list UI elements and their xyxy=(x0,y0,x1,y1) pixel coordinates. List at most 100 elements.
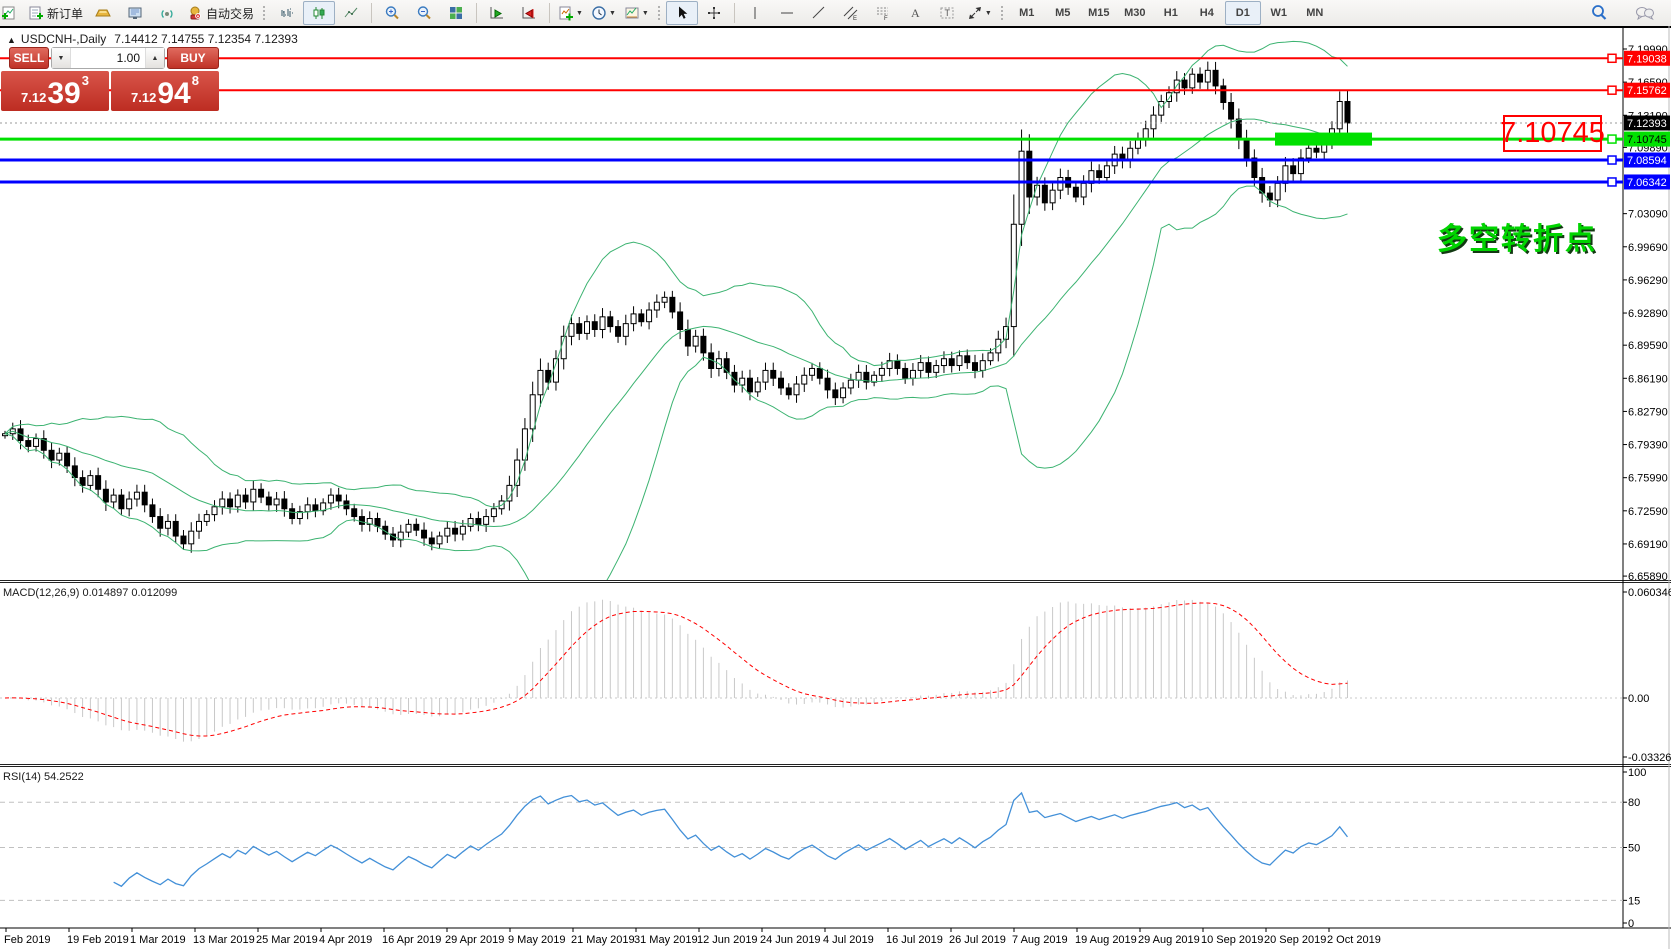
dropdown-caret: ▼ xyxy=(984,9,992,17)
svg-text:6.79390: 6.79390 xyxy=(1628,440,1668,452)
svg-text:6.69190: 6.69190 xyxy=(1628,539,1668,551)
channel-button[interactable]: E xyxy=(835,1,867,25)
timeframe-m5-button[interactable]: M5 xyxy=(1055,7,1071,19)
vertical-line-icon xyxy=(754,7,756,19)
timeframe-w1-button[interactable]: W1 xyxy=(1270,7,1288,19)
pane-splitter[interactable] xyxy=(0,580,1671,581)
new-chart-button[interactable] xyxy=(0,1,24,25)
toolbar-handle xyxy=(656,5,662,21)
zoom-in-button[interactable] xyxy=(376,1,408,25)
templates-icon xyxy=(625,7,639,19)
line-chart-button[interactable] xyxy=(335,1,367,25)
timeframe-m1-button[interactable]: M1 xyxy=(1019,7,1035,19)
svg-text:19 Feb 2019: 19 Feb 2019 xyxy=(67,934,129,946)
trendline-button[interactable] xyxy=(803,1,835,25)
crosshair-icon xyxy=(707,7,720,19)
new-order-button[interactable]: 新订单 xyxy=(24,1,87,25)
horizontal-line-button[interactable] xyxy=(771,1,803,25)
timeframe-m15-button[interactable]: M15 xyxy=(1088,7,1110,19)
fibonacci-button[interactable]: F xyxy=(867,1,899,25)
toolbar-separator xyxy=(733,3,735,23)
cursor-button[interactable] xyxy=(665,1,698,25)
buy-button[interactable]: BUY xyxy=(167,47,219,69)
signal-button[interactable] xyxy=(151,1,183,25)
text-label-button[interactable]: T xyxy=(931,1,963,25)
auto-scroll-icon xyxy=(490,7,504,19)
svg-text:7.10745: 7.10745 xyxy=(1627,134,1667,146)
dropdown-caret: ▼ xyxy=(641,9,649,17)
rsi-label: RSI(14) 54.2522 xyxy=(3,771,84,783)
crosshair-button[interactable] xyxy=(698,1,730,25)
svg-text:F: F xyxy=(884,16,888,21)
svg-text:80: 80 xyxy=(1628,797,1640,809)
autotrading-button[interactable]: 自动交易 xyxy=(183,1,258,25)
timeframe-d1-button[interactable]: D1 xyxy=(1224,1,1261,25)
svg-text:21 May 2019: 21 May 2019 xyxy=(571,934,635,946)
line-chart-icon xyxy=(344,7,358,18)
date-axis-labels: Feb 2019 19 Feb 2019 1 Mar 2019 13 Mar 2019… xyxy=(4,928,1381,946)
buy-price-prefix: 7.12 xyxy=(131,90,157,105)
chat-button[interactable] xyxy=(1629,1,1661,25)
indicators-button[interactable]: ▼ xyxy=(554,1,587,25)
horizontal-levels[interactable]: 7.19038 7.15762 7.10745 7.08594 7.06342 xyxy=(0,50,1670,190)
volume-decrease-button[interactable]: ▼ xyxy=(52,48,70,68)
svg-text:7.06342: 7.06342 xyxy=(1627,177,1667,189)
timeframe-mn-button[interactable]: MN xyxy=(1306,7,1324,19)
candlestick-chart-button[interactable] xyxy=(303,1,336,25)
fibonacci-icon: F xyxy=(876,7,888,21)
svg-text:29 Aug 2019: 29 Aug 2019 xyxy=(1138,934,1200,946)
svg-text:7 Aug 2019: 7 Aug 2019 xyxy=(1012,934,1068,946)
timeframe-m30-button[interactable]: M30 xyxy=(1124,7,1146,19)
terminal-button[interactable] xyxy=(119,1,151,25)
vertical-line-button[interactable] xyxy=(739,1,771,25)
bollinger-bands xyxy=(4,40,1348,580)
chart-ohlc-values: 7.14412 7.14755 7.12354 7.12393 xyxy=(114,32,298,46)
tile-windows-button[interactable] xyxy=(440,1,472,25)
svg-text:4 Apr 2019: 4 Apr 2019 xyxy=(319,934,372,946)
svg-text:50: 50 xyxy=(1628,843,1640,855)
zoom-out-button[interactable] xyxy=(408,1,440,25)
timeframe-group: M1 M5 M15 M30 H1 H4 D1 W1 MN xyxy=(1009,1,1333,25)
pane-splitter[interactable] xyxy=(0,766,1671,767)
chinese-note-text: 多空转折点 xyxy=(1437,223,1597,256)
price-chart[interactable]: 7.199907.165907.131907.098907.030906.996… xyxy=(0,26,1671,949)
candles-layer xyxy=(2,61,1351,553)
signal-icon xyxy=(161,10,173,18)
pane-splitter[interactable] xyxy=(0,764,1671,765)
rsi-pane: 100 80 50 15 0 RSI(14) 54.2522 xyxy=(0,767,1646,930)
collapse-arrow-icon[interactable]: ▲ xyxy=(7,35,16,45)
templates-button[interactable]: ▼ xyxy=(620,1,653,25)
periods-button[interactable]: ▼ xyxy=(587,1,620,25)
volume-value[interactable]: 1.00 xyxy=(70,48,146,68)
chart-window[interactable]: 7.199907.165907.131907.098907.030906.996… xyxy=(0,26,1671,949)
new-order-label: 新订单 xyxy=(47,6,84,21)
chart-shift-button[interactable] xyxy=(513,1,545,25)
sell-price-pip: 3 xyxy=(81,73,89,88)
svg-text:24 Jun 2019: 24 Jun 2019 xyxy=(760,934,821,946)
gold-button[interactable] xyxy=(87,1,119,25)
green-zone-rect[interactable] xyxy=(1275,132,1372,146)
arrows-button[interactable]: ▼ xyxy=(963,1,996,25)
sell-price-button[interactable]: 7.12 39 3 xyxy=(1,71,109,111)
svg-text:0.060346: 0.060346 xyxy=(1628,587,1671,599)
svg-text:7.03090: 7.03090 xyxy=(1628,209,1668,221)
toolbar-handle xyxy=(262,5,268,21)
volume-increase-button[interactable]: ▲ xyxy=(146,48,164,68)
price-level-annotation-box[interactable]: 7.10745 xyxy=(1500,115,1605,152)
timeframe-h4-button[interactable]: H4 xyxy=(1199,7,1214,19)
macd-label: MACD(12,26,9) 0.014897 0.012099 xyxy=(3,587,177,599)
auto-scroll-button[interactable] xyxy=(481,1,513,25)
bar-chart-button[interactable] xyxy=(271,1,303,25)
search-button[interactable] xyxy=(1583,1,1615,25)
pane-splitter[interactable] xyxy=(0,582,1671,583)
sell-button[interactable]: SELL xyxy=(9,47,49,69)
buy-price-button[interactable]: 7.12 94 8 xyxy=(111,71,219,111)
toolbar-separator xyxy=(371,3,373,23)
svg-text:6.82790: 6.82790 xyxy=(1628,406,1668,418)
text-button[interactable]: A xyxy=(899,1,931,25)
dropdown-caret: ▼ xyxy=(608,9,616,17)
svg-text:2 Oct 2019: 2 Oct 2019 xyxy=(1327,934,1381,946)
svg-text:15: 15 xyxy=(1628,895,1640,907)
timeframe-h1-button[interactable]: H1 xyxy=(1163,7,1178,19)
